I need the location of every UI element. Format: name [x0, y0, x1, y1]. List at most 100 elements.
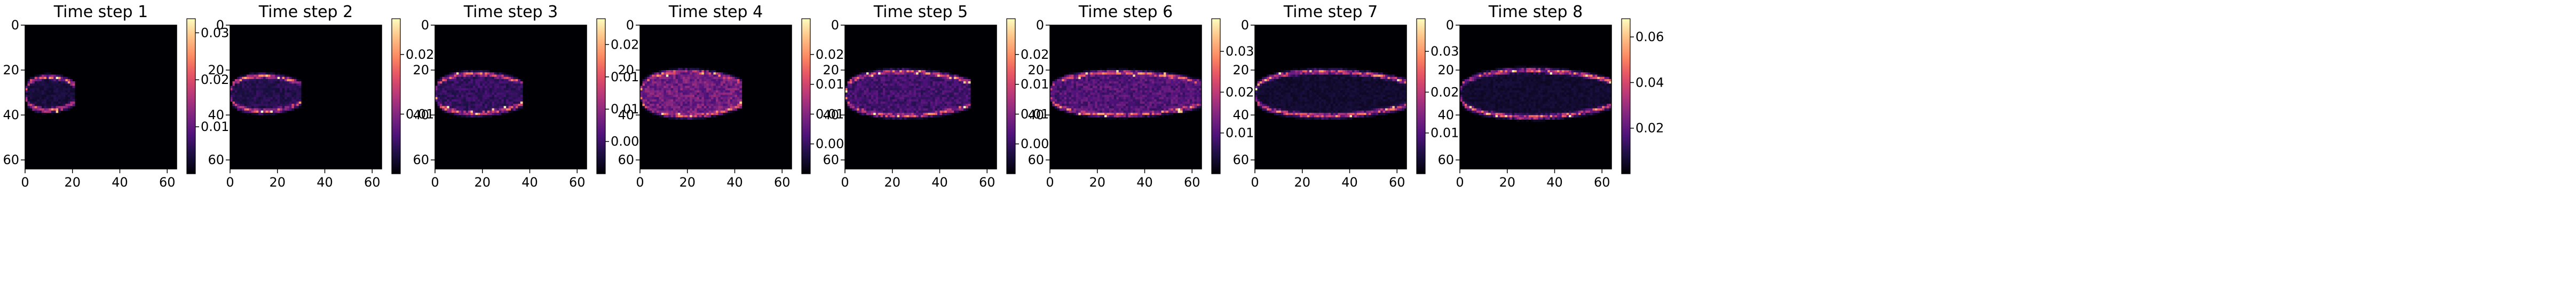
heatmap-cell — [232, 88, 235, 91]
heatmap-cell — [728, 97, 730, 100]
heatmap-cell — [492, 112, 495, 115]
heatmap-cell — [496, 74, 500, 78]
heatmap-cell — [654, 97, 657, 100]
heatmap-cell — [29, 104, 33, 106]
x-tick-label: 20 — [269, 175, 286, 190]
heatmap-cell — [699, 83, 702, 86]
heatmap-cell — [67, 83, 70, 86]
heatmap-cell — [845, 88, 848, 91]
heatmap-cell — [701, 72, 705, 75]
heatmap-cell — [732, 106, 735, 109]
heatmap-cell — [459, 83, 462, 86]
heatmap-cell — [1267, 108, 1269, 111]
heatmap-cell — [723, 101, 726, 104]
heatmap-cell — [520, 92, 523, 95]
heatmap-cell — [501, 99, 504, 102]
colorbar — [392, 19, 400, 174]
heatmap-cell — [1267, 90, 1269, 93]
heatmap-cell — [1267, 74, 1269, 78]
heatmap-cell — [1276, 79, 1279, 82]
heatmap-cell — [737, 90, 740, 93]
heatmap-cell — [1164, 95, 1166, 97]
heatmap-cell — [1126, 112, 1128, 115]
heatmap-cell — [249, 86, 252, 89]
heatmap-cell — [857, 88, 859, 91]
heatmap-cell — [234, 81, 238, 84]
heatmap-cell — [1137, 72, 1140, 75]
heatmap-cell — [1262, 92, 1265, 95]
heatmap-cell — [70, 92, 73, 95]
heatmap-cell — [298, 104, 302, 106]
heatmap-cell — [242, 108, 244, 111]
heatmap-cell — [25, 86, 28, 89]
heatmap-cell — [1107, 97, 1110, 100]
heatmap-cell — [857, 106, 859, 109]
heatmap-cell — [711, 74, 714, 78]
heatmap-cell — [473, 70, 476, 73]
heatmap-cell — [718, 95, 721, 97]
heatmap-cell — [461, 112, 464, 115]
heatmap-cell — [704, 99, 707, 102]
heatmap-cell — [447, 88, 449, 91]
heatmap-cell — [1130, 95, 1133, 97]
heatmap-cell — [963, 90, 966, 93]
heatmap-cell — [65, 97, 68, 100]
heatmap-cell — [1156, 97, 1159, 100]
heatmap-cell — [704, 74, 707, 78]
heatmap-cell — [1151, 83, 1155, 86]
heatmap-cell — [668, 106, 671, 109]
heatmap-cell — [966, 97, 969, 100]
heatmap-cell — [452, 83, 454, 86]
heatmap-cell — [1109, 92, 1112, 95]
heatmap-cell — [34, 88, 37, 91]
heatmap-cell — [489, 95, 492, 97]
heatmap-cell — [954, 74, 957, 78]
heatmap-cell — [875, 106, 879, 109]
heatmap-cell — [249, 92, 252, 95]
heatmap-cell — [260, 110, 264, 113]
heatmap-cell — [883, 110, 886, 113]
heatmap-cell — [65, 99, 68, 102]
heatmap-cell — [725, 86, 728, 89]
heatmap-cell — [480, 79, 483, 82]
heatmap-cell — [659, 76, 662, 80]
heatmap-cell — [911, 72, 914, 75]
heatmap-cell — [949, 74, 952, 78]
heatmap-cell — [694, 72, 697, 75]
heatmap-cell — [280, 101, 282, 104]
heatmap-cell — [1133, 79, 1136, 82]
heatmap-cell — [666, 72, 669, 75]
heatmap-cell — [718, 110, 721, 113]
heatmap-cell — [1104, 81, 1107, 84]
heatmap-cell — [935, 76, 938, 80]
heatmap-cell — [1184, 79, 1188, 82]
heatmap-cell — [697, 70, 700, 73]
heatmap-cell — [1259, 99, 1262, 102]
heatmap-cell — [699, 104, 702, 106]
heatmap-cell — [895, 74, 897, 78]
heatmap-cell — [1100, 70, 1102, 73]
heatmap-cell — [251, 99, 254, 102]
heatmap-cell — [859, 81, 862, 84]
heatmap-cell — [706, 76, 709, 80]
heatmap-cell — [1189, 92, 1192, 95]
heatmap-cell — [249, 76, 252, 80]
colorbar-frame — [1211, 18, 1221, 174]
heatmap-cell — [254, 106, 257, 109]
heatmap-cell — [515, 76, 518, 80]
heatmap-cell — [34, 110, 37, 113]
heatmap-cell — [272, 92, 275, 95]
heatmap-cell — [44, 72, 47, 75]
heatmap-cell — [657, 88, 659, 91]
heatmap-cell — [921, 67, 923, 71]
heatmap-cell — [701, 79, 705, 82]
heatmap-cell — [1121, 104, 1124, 106]
heatmap-cell — [1269, 79, 1272, 82]
heatmap-cell — [468, 110, 471, 113]
heatmap-cell — [697, 81, 700, 84]
heatmap-cell — [459, 95, 462, 97]
heatmap-cell — [260, 97, 264, 100]
heatmap-cell — [716, 74, 718, 78]
heatmap-cell — [1187, 81, 1190, 84]
heatmap-cell — [242, 81, 244, 84]
